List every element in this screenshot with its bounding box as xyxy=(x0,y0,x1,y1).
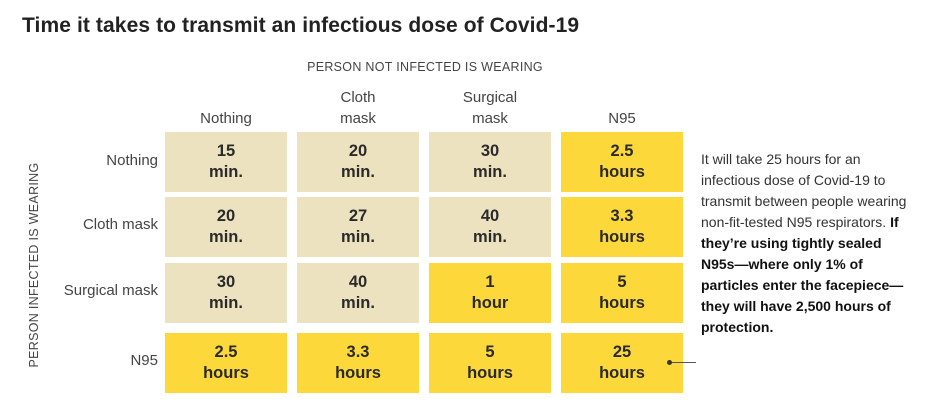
time-cell: 25 hours xyxy=(561,333,683,393)
cell-value: 27 xyxy=(348,207,368,225)
column-header-n95: N95 xyxy=(561,108,683,129)
column-header-line2: mask xyxy=(340,110,376,127)
cell-unit: min. xyxy=(341,163,375,181)
time-cell: 1 hour xyxy=(429,263,551,323)
column-axis-label: PERSON NOT INFECTED IS WEARING xyxy=(307,60,543,74)
time-cell: 30 min. xyxy=(165,263,287,323)
time-cell: 2.5 hours xyxy=(561,132,683,192)
time-cell: 15 min. xyxy=(165,132,287,192)
cell-value: 30 xyxy=(480,142,500,160)
chart-title: Time it takes to transmit an infectious … xyxy=(22,14,580,37)
column-header-nothing: Nothing xyxy=(165,108,287,129)
time-cell: 30 min. xyxy=(429,132,551,192)
row-header-surgical-mask: Surgical mask xyxy=(63,282,158,299)
annotation-pointer-line xyxy=(669,362,696,363)
cell-unit: hours xyxy=(599,228,645,246)
cell-value: 40 xyxy=(480,207,500,225)
row-header-cloth-mask: Cloth mask xyxy=(82,216,158,233)
cell-value: 20 xyxy=(348,142,368,160)
cell-unit: hours xyxy=(335,364,381,382)
cell-value: 15 xyxy=(216,142,236,160)
cell-unit: min. xyxy=(209,294,243,312)
column-header-line1: Surgical xyxy=(462,89,518,106)
time-cell: 5 hours xyxy=(561,263,683,323)
time-cell: 20 min. xyxy=(297,132,419,192)
annotation-plain: It will take 25 hours for an infectious … xyxy=(701,151,907,230)
cell-value: 1 xyxy=(485,273,495,291)
time-cell: 40 min. xyxy=(297,263,419,323)
cell-value: 25 xyxy=(612,343,632,361)
time-cell: 3.3 hours xyxy=(561,197,683,257)
column-header-line2: mask xyxy=(472,110,508,127)
cell-unit: hours xyxy=(599,294,645,312)
cell-value: 2.5 xyxy=(610,142,634,160)
cell-value: 2.5 xyxy=(214,343,238,361)
row-header-nothing: Nothing xyxy=(106,152,158,169)
cell-value: 5 xyxy=(617,273,627,291)
cell-unit: min. xyxy=(209,228,243,246)
time-cell: 3.3 hours xyxy=(297,333,419,393)
column-header-line1: Cloth xyxy=(340,89,376,106)
cell-unit: hours xyxy=(599,163,645,181)
column-header-line1: N95 xyxy=(608,110,636,127)
cell-unit: min. xyxy=(341,294,375,312)
cell-value: 40 xyxy=(348,273,368,291)
cell-value: 30 xyxy=(216,273,236,291)
cell-unit: hours xyxy=(203,364,249,382)
time-cell: 20 min. xyxy=(165,197,287,257)
time-cell: 5 hours xyxy=(429,333,551,393)
cell-unit: min. xyxy=(209,163,243,181)
column-header-surgical-mask: Surgical mask xyxy=(429,87,551,129)
cell-value: 5 xyxy=(485,343,495,361)
annotation-pointer-dot xyxy=(667,360,672,365)
cell-value: 3.3 xyxy=(610,207,634,225)
row-axis-label: PERSON INFECTED IS WEARING xyxy=(27,162,41,368)
cell-unit: hours xyxy=(599,364,645,382)
cell-value: 20 xyxy=(216,207,236,225)
cell-value: 3.3 xyxy=(346,343,370,361)
cell-unit: min. xyxy=(473,163,507,181)
row-header-n95: N95 xyxy=(130,352,158,369)
cell-unit: min. xyxy=(341,228,375,246)
time-cell: 2.5 hours xyxy=(165,333,287,393)
annotation-bold: If they’re using tightly sealed N95s—whe… xyxy=(701,214,904,335)
annotation-text: It will take 25 hours for an infectious … xyxy=(701,149,911,338)
column-header-line1: Nothing xyxy=(200,110,252,127)
cell-unit: hour xyxy=(471,294,509,312)
time-cell: 40 min. xyxy=(429,197,551,257)
cell-unit: min. xyxy=(473,228,507,246)
column-header-cloth-mask: Cloth mask xyxy=(297,87,419,129)
time-cell: 27 min. xyxy=(297,197,419,257)
cell-unit: hours xyxy=(467,364,513,382)
